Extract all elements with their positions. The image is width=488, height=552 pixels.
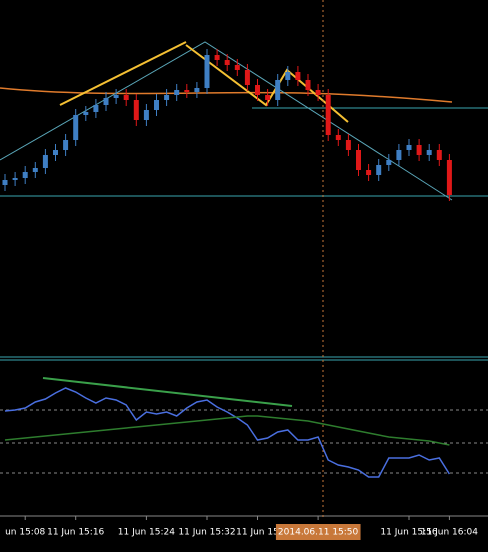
candle-body <box>133 100 139 120</box>
x-tick-label: 2014.06.11 15:50 <box>278 528 359 538</box>
x-tick-label: 11 Jun 15:16 <box>47 528 104 538</box>
candle-body <box>42 155 48 168</box>
candle-body <box>32 168 38 172</box>
candle-body <box>285 72 291 80</box>
channel-line <box>0 41 453 201</box>
x-tick-label: 11 Jun 15:32 <box>178 528 235 538</box>
x-tick-label: 11 Jun 15:56 <box>380 528 437 538</box>
candle-body <box>275 80 281 100</box>
x-tick-label: un 15:08 <box>5 528 45 538</box>
candle-body <box>204 55 210 88</box>
candle-body <box>123 95 129 100</box>
candle-body <box>184 90 190 92</box>
candle-body <box>265 95 271 100</box>
candle-body <box>234 65 240 70</box>
candle-body <box>244 70 250 85</box>
moving-average <box>0 87 453 103</box>
candle-body <box>224 60 230 65</box>
candle-body <box>335 135 341 140</box>
candle-body <box>63 140 69 150</box>
x-tick-label: 11 Jun 15 <box>236 528 279 538</box>
candle-body <box>93 105 99 112</box>
x-tick-label: 11 Jun 16:04 <box>421 528 478 538</box>
candle-body <box>255 85 260 95</box>
candle-body <box>113 95 119 98</box>
candle-body <box>386 160 392 165</box>
indicator-line <box>4 415 450 446</box>
candle-body <box>396 150 402 160</box>
candle-body <box>436 150 442 160</box>
candle-body <box>73 115 79 140</box>
candle-body <box>53 150 58 155</box>
candle-body <box>12 178 18 180</box>
candle-body <box>416 145 422 155</box>
candle-body <box>345 140 351 150</box>
crosshair-label-bg <box>275 524 361 540</box>
candle-body <box>143 110 149 120</box>
candle-body <box>376 165 382 175</box>
x-tick-label: 11 Jun 15:24 <box>118 528 175 538</box>
candle-body <box>164 95 170 100</box>
candle-body <box>83 112 89 115</box>
candle-body <box>295 72 301 80</box>
candle-body <box>366 170 372 175</box>
indicator-line <box>4 387 451 478</box>
candle-body <box>174 90 180 95</box>
candle-body <box>214 55 220 60</box>
marks <box>2 49 452 520</box>
candle-body <box>325 95 331 135</box>
candle-body <box>426 150 432 155</box>
candle-body <box>22 172 28 178</box>
candle-body <box>315 90 321 95</box>
candle-body <box>446 160 452 195</box>
candle-body <box>194 88 200 92</box>
candle-body <box>154 100 159 110</box>
candle-body <box>103 98 109 105</box>
candle-body <box>406 145 412 150</box>
candle-body <box>305 80 311 90</box>
indicator-trend-line <box>42 377 293 407</box>
labels: un 15:08 11 Jun 15:16 11 Jun 15:24 11 Jun 1… <box>5 524 478 540</box>
candle-body <box>356 150 361 170</box>
candle-body <box>2 180 8 185</box>
